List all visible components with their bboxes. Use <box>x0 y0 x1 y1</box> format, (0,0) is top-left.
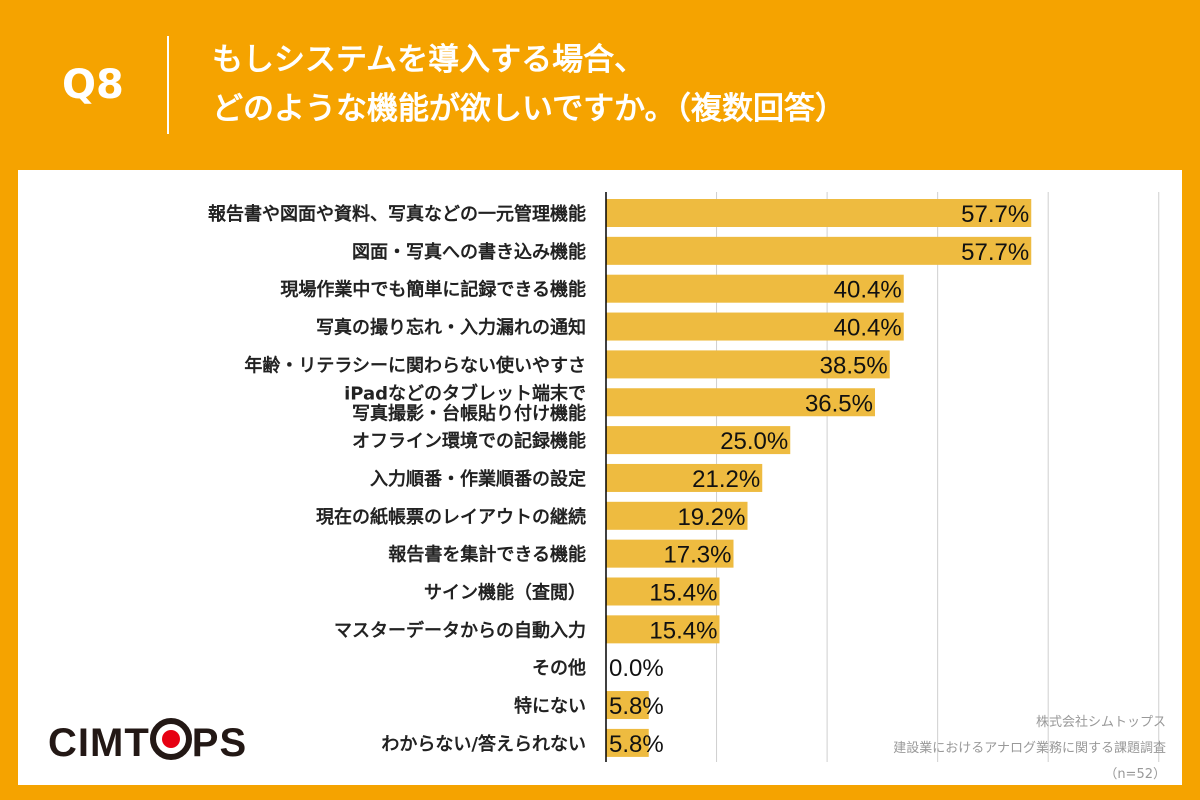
bar <box>606 728 649 757</box>
logo-circle-icon <box>149 718 192 760</box>
category-label: マスターデータからの自動入力 <box>334 619 586 641</box>
title-line-1: もしシステムを導入する場合、 <box>212 42 646 78</box>
category-label: iPadなどのタブレット端末で <box>344 382 586 404</box>
category-label: サイン機能（査閲） <box>424 582 586 604</box>
data-label: 19.2% <box>677 504 745 531</box>
bar <box>606 539 734 568</box>
bar <box>606 615 720 644</box>
source-sample-size: （n=52） <box>1104 767 1166 782</box>
category-label: 現在の紙帳票のレイアウトの継続 <box>316 506 586 528</box>
category-label: その他 <box>532 657 586 679</box>
data-label: 5.8% <box>609 731 664 758</box>
category-label: 入力順番・作業順番の設定 <box>370 468 586 490</box>
data-label: 40.4% <box>834 277 902 304</box>
data-label: 38.5% <box>820 352 888 379</box>
cimtops-logo: CIMT PS <box>48 718 247 766</box>
question-number: Q8 <box>62 62 124 108</box>
data-label: 17.3% <box>663 542 731 569</box>
bar <box>606 236 1032 265</box>
bar <box>606 577 720 606</box>
bar <box>606 501 748 530</box>
divider <box>167 36 169 134</box>
bar <box>606 691 649 720</box>
data-label: 0.0% <box>609 655 664 682</box>
bar <box>606 199 1032 227</box>
category-label: 報告書を集計できる機能 <box>388 544 586 566</box>
chart-panel <box>18 170 1182 785</box>
category-label: わからない/答えられない <box>381 733 586 755</box>
title-line-2: どのような機能が欲しいですか。（複数回答） <box>212 91 846 127</box>
data-label: 40.4% <box>834 315 902 342</box>
source-survey: 建設業におけるアナログ業務に関する課題調査 <box>893 741 1166 756</box>
data-label: 21.2% <box>692 466 760 493</box>
data-label: 5.8% <box>609 693 664 720</box>
bar <box>606 463 763 492</box>
source-company: 株式会社シムトップス <box>1035 715 1166 730</box>
category-label: 報告書や図面や資料、写真などの一元管理機能 <box>208 203 586 225</box>
category-label: 写真の撮り忘れ・入力漏れの通知 <box>316 317 586 339</box>
bar <box>606 350 890 379</box>
bar <box>606 274 904 303</box>
question-title: もしシステムを導入する場合、 どのような機能が欲しいですか。（複数回答） <box>212 36 846 134</box>
category-label: 写真撮影・台帳貼り付け機能 <box>352 402 586 424</box>
bar <box>606 426 791 455</box>
category-label: 年齢・リテラシーに関わらない使いやすさ <box>244 354 586 376</box>
data-label: 57.7% <box>961 239 1029 266</box>
data-label: 15.4% <box>649 617 717 644</box>
category-label: 図面・写真への書き込み機能 <box>352 241 586 263</box>
category-label: 現場作業中でも簡単に記録できる機能 <box>280 279 586 301</box>
data-label: 36.5% <box>805 390 873 417</box>
bar <box>606 388 876 417</box>
data-label: 57.7% <box>961 201 1029 228</box>
bar <box>606 312 904 341</box>
data-label: 25.0% <box>720 428 788 455</box>
data-label: 15.4% <box>649 580 717 607</box>
category-label: オフライン環境での記録機能 <box>352 430 586 452</box>
source-note: 株式会社シムトップス 建設業におけるアナログ業務に関する課題調査 （n=52） <box>893 710 1166 788</box>
category-label: 特にない <box>514 695 586 717</box>
